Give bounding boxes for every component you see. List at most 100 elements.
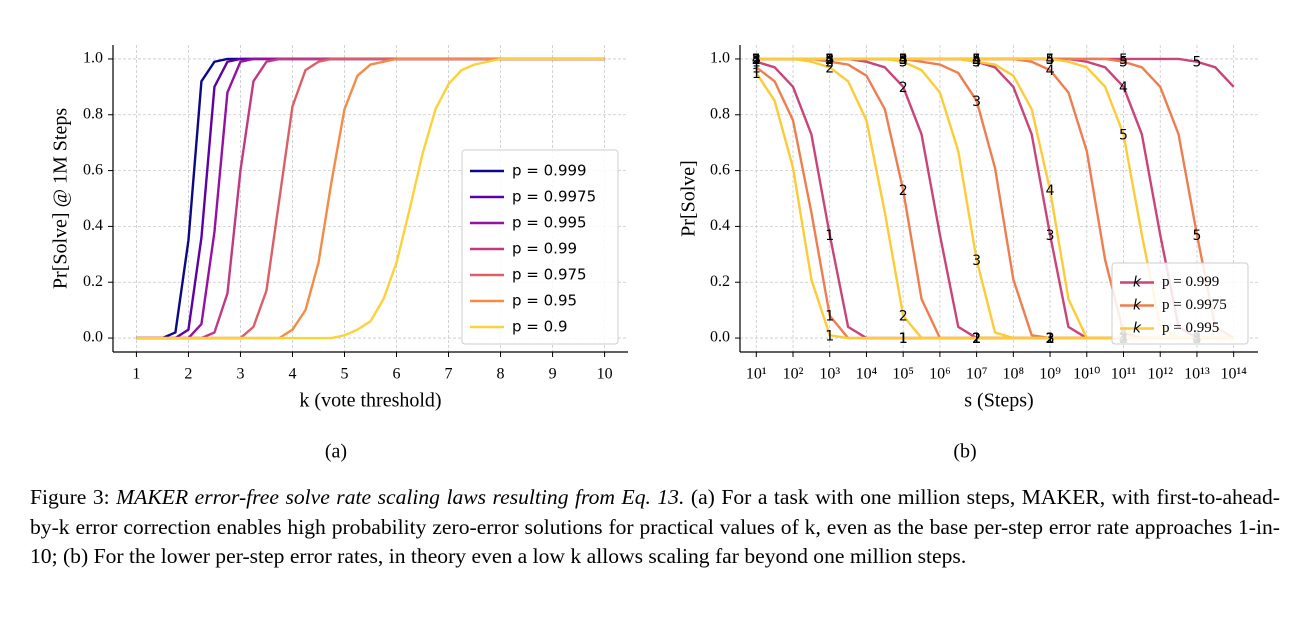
curve-label: 3 [972,94,981,110]
curve-label: 3 [1046,331,1055,347]
curve-label: 2 [825,55,834,71]
y-tick-label: 0.0 [710,329,730,346]
legend-label: p = 0.9975 [1162,297,1227,313]
curve-label: 3 [752,52,761,68]
curve-label: 3 [825,52,834,68]
curve-label: 1 [899,331,908,347]
curve-label: 1 [1046,331,1055,347]
x-axis-label: k (vote threshold) [299,390,441,412]
legend-marker-text: k [1133,321,1142,337]
x-tick-label: 10¹¹ [1111,366,1137,383]
x-tick-label: 10¹⁰ [1073,366,1100,383]
caption-label: Figure 3: [30,485,110,509]
figure: 0.00.20.40.60.81.01 2 3 4 5 6 7 8 9 10k (vote thr… [50,45,1258,463]
y-tick-label: 0.4 [83,217,103,234]
x-tick-label: 4 [288,366,296,383]
legend-box [461,149,619,345]
curve-label: 5 [752,52,761,68]
legend-label: p = 0.9975 [512,188,596,206]
x-tick-label: 2 [184,366,192,383]
curve-label: 2 [1046,331,1055,347]
curve-label: 3 [899,52,908,68]
curve-label: 3 [1046,228,1055,244]
curve-label: 4 [752,52,761,68]
y-tick-label: 1.0 [710,50,730,67]
subfigure-label: (b) [953,441,976,463]
x-axis-label: s (Steps) [964,390,1033,412]
caption-title: MAKER error-free solve rate scaling laws… [116,485,685,509]
curve-label: 2 [972,331,981,347]
curve-label: 1 [1046,331,1055,347]
curve-label: 3 [1046,331,1055,347]
legend-label: p = 0.995 [512,214,587,232]
curve-label: 2 [1046,331,1055,347]
curve-label: 5 [972,52,981,68]
x-tick-label: 10² [783,366,804,383]
curve-label: 4 [972,52,981,68]
x-tick-label: 10³ [819,366,840,383]
curve-label: 1 [825,228,834,244]
curve-label: 2 [825,60,834,76]
curve-label: 3 [752,52,761,68]
curve-label: 5 [1119,127,1128,143]
curve-label: 2 [752,52,761,68]
curve-label: 3 [972,55,981,71]
curve-label: 3 [825,52,834,68]
curve-label: 4 [899,52,908,68]
curve-label: 4 [899,52,908,68]
y-tick-label: 0.8 [710,105,730,122]
curve-label: 5 [899,52,908,68]
curve-label: 5 [899,52,908,68]
curve-label: 5 [1192,55,1201,71]
curve-label: 2 [899,183,908,199]
curve-label: 5 [1119,55,1128,71]
x-tick-label: 6 [393,366,401,383]
curve-label: 1 [899,331,908,347]
x-tick-label: 10¹⁴ [1220,366,1247,383]
legend-label: p = 0.999 [512,162,587,180]
curve-label: 5 [1046,52,1055,68]
curve-label: 3 [825,52,834,68]
curve-label: 2 [899,309,908,325]
x-tick-label: 10¹ [746,366,767,383]
x-tick-label: 10⁵ [892,366,914,383]
curve-label: 4 [825,52,834,68]
x-tick-label: 10⁴ [856,366,878,383]
curve-label: 4 [972,55,981,71]
curve-label: 5 [1119,52,1128,68]
curve-label: 5 [899,52,908,68]
curve-label: 3 [752,52,761,68]
curve-label: 1 [825,309,834,325]
curve-label: 4 [1119,80,1128,96]
x-tick-label: 8 [497,366,505,383]
curve-label: 3 [972,253,981,269]
legend-label: p = 0.99 [512,240,577,258]
curve-label: 2 [1046,331,1055,347]
y-tick-label: 0.2 [83,273,103,290]
curve-label: 2 [899,80,908,96]
x-tick-label: 7 [445,366,453,383]
x-tick-label: 1 [132,366,140,383]
curve-label: 1 [825,328,834,344]
curve-label: 2 [752,52,761,68]
y-tick-label: 0.4 [710,217,730,234]
y-tick-label: 0.8 [83,105,103,122]
x-tick-label: 10¹³ [1184,366,1210,383]
curve-label: 4 [825,52,834,68]
x-tick-label: 10¹² [1147,366,1173,383]
curve-label: 2 [825,52,834,68]
curve-label: 4 [752,52,761,68]
x-tick-label: 10⁶ [929,366,951,383]
y-axis-label: Pr[Solve] @ 1M Steps [50,108,72,289]
legend-label: p = 0.975 [512,266,587,284]
curve-label: 2 [972,331,981,347]
x-tick-label: 10 [597,366,613,383]
legend-marker-text: k [1133,298,1142,314]
x-tick-label: 10⁷ [966,366,988,383]
y-tick-label: 0.2 [710,273,730,290]
curve-label: 1 [752,66,761,82]
curve-label: 3 [899,55,908,71]
curve-label: 5 [1046,52,1055,68]
curve-label: 4 [1046,52,1055,68]
curve-label: 4 [972,52,981,68]
